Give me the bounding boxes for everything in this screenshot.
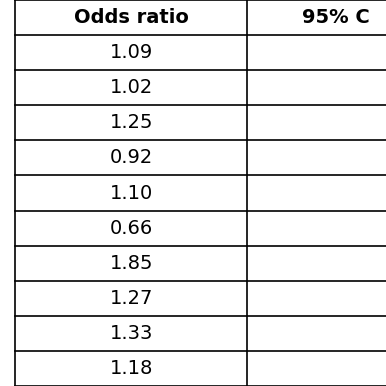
Text: 0.66: 0.66 [110,218,153,238]
Text: 1.10: 1.10 [110,183,153,203]
Text: 1.18: 1.18 [110,359,153,378]
Text: 1.27: 1.27 [110,289,153,308]
Text: 95% C: 95% C [302,8,370,27]
Text: 1.25: 1.25 [110,113,153,132]
Text: 1.33: 1.33 [110,324,153,343]
Text: Odds ratio: Odds ratio [74,8,189,27]
Text: 1.85: 1.85 [110,254,153,273]
Text: 1.09: 1.09 [110,43,153,62]
Text: 1.02: 1.02 [110,78,153,97]
Text: 0.92: 0.92 [110,148,153,168]
